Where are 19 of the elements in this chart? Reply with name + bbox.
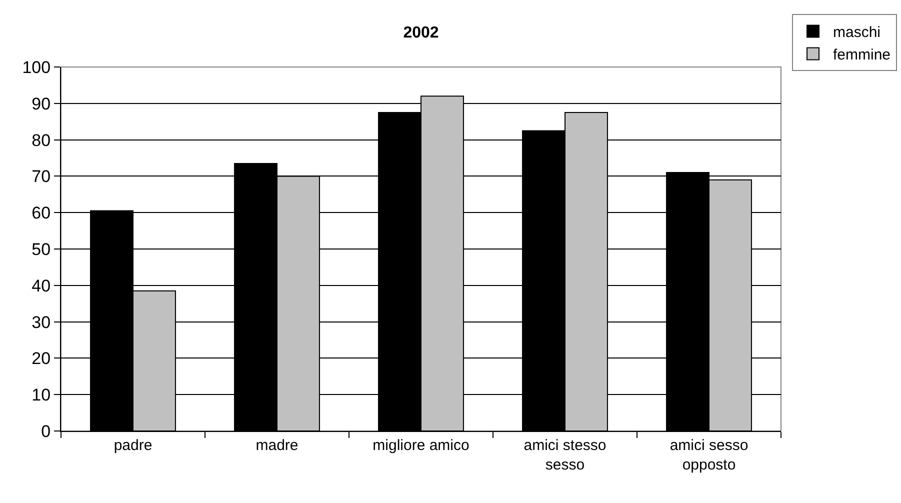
y-tick-label: 90	[32, 94, 51, 114]
x-tick-label: amici sesso opposto	[670, 437, 748, 474]
y-tick-label: 60	[32, 204, 51, 223]
y-tick-label: 20	[32, 349, 51, 368]
legend-label: maschi	[833, 24, 881, 42]
chart-title: 2002	[403, 24, 439, 42]
y-tick-label: 0	[41, 422, 51, 441]
y-tick-label: 100	[22, 58, 51, 77]
y-tick-label: 40	[32, 276, 51, 296]
legend-label: femmine	[833, 46, 891, 64]
x-tick-label: madre	[256, 437, 298, 454]
y-tick-label: 10	[32, 386, 51, 405]
x-tick-label: amici stesso sesso	[524, 437, 606, 474]
x-tick-label: padre	[114, 437, 152, 454]
y-tick-label: 80	[32, 130, 51, 150]
y-tick-label: 70	[32, 167, 51, 186]
y-tick-label: 50	[32, 240, 51, 259]
x-tick-label: migliore amico	[372, 437, 470, 454]
y-tick-label: 30	[32, 312, 51, 332]
